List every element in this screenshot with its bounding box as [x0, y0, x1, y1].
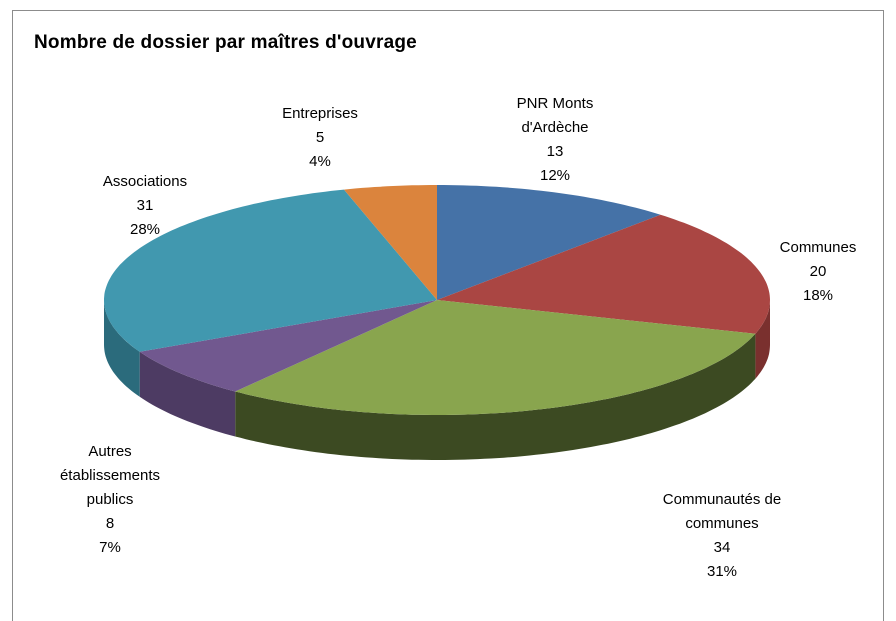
percent-label: 12% [539, 167, 571, 184]
pie-slice-side [235, 333, 756, 460]
category-label: Communes [779, 239, 857, 256]
value-label: 31 [136, 197, 154, 214]
pie-slice-side [104, 300, 140, 397]
data-label: Autres établissements publics 8 7% [45, 440, 175, 560]
data-label: Entreprises 5 4% [265, 102, 375, 174]
value-label: 5 [315, 129, 325, 146]
data-label: Communautés de communes 34 31% [647, 488, 797, 584]
pie-slice [139, 300, 437, 392]
value-label: 8 [105, 515, 115, 532]
percent-label: 31% [706, 563, 738, 580]
chart-frame [12, 10, 884, 621]
value-label: 34 [713, 539, 731, 556]
pie-slice [437, 214, 770, 334]
category-label: Entreprises [282, 105, 358, 122]
pie-slice-side [139, 351, 236, 437]
data-label: Associations 31 28% [85, 170, 205, 242]
category-label: PNR Monts d'Ardèche [516, 95, 594, 136]
chart-title: Nombre de dossier par maîtres d'ouvrage [34, 32, 417, 53]
category-label: Communautés de communes [662, 491, 782, 532]
value-label: 20 [809, 263, 827, 280]
percent-label: 7% [99, 539, 121, 556]
value-label: 13 [546, 143, 564, 160]
pie-slice-side [755, 300, 770, 379]
category-label: Autres établissements publics [59, 443, 161, 508]
percent-label: 4% [309, 153, 331, 170]
pie-slice [104, 189, 437, 352]
percent-label: 28% [129, 221, 161, 238]
pie-slice [344, 185, 437, 300]
data-label: Communes 20 18% [768, 236, 868, 308]
pie-slice [235, 300, 756, 415]
percent-label: 18% [802, 287, 834, 304]
category-label: Associations [102, 173, 188, 190]
data-label: PNR Monts d'Ardèche 13 12% [500, 92, 610, 188]
pie-slice [437, 185, 661, 300]
